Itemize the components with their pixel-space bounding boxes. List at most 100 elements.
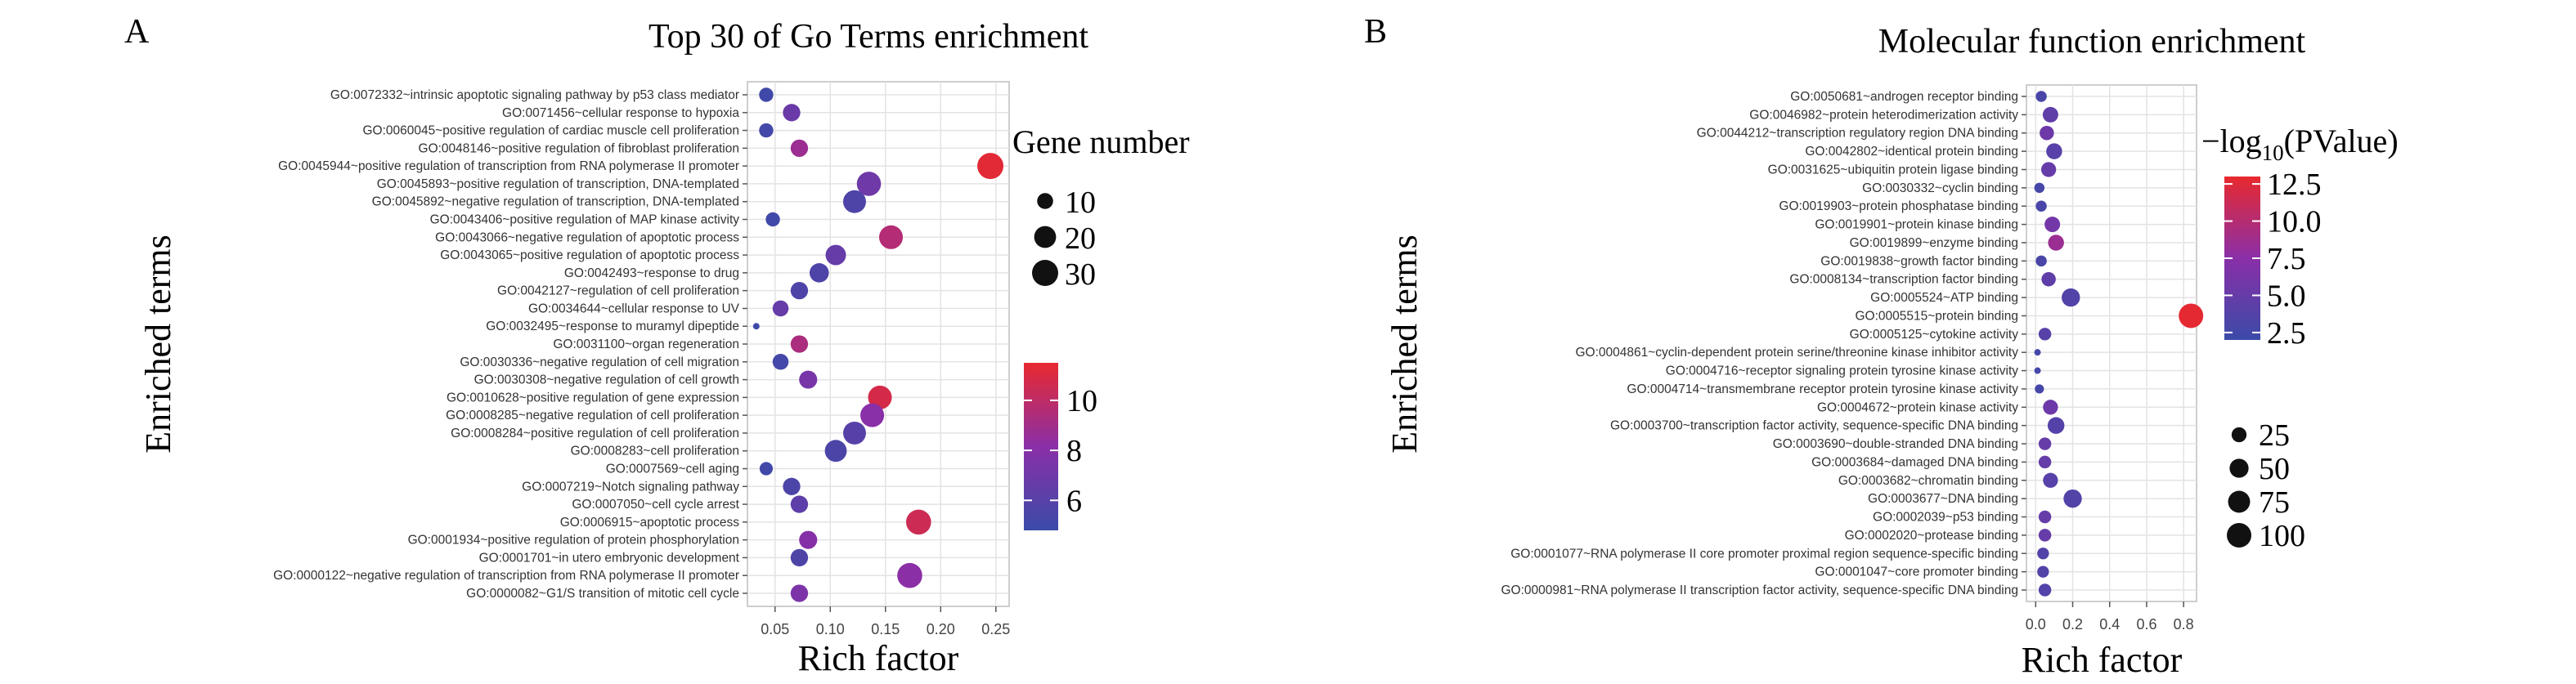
- term-label: GO:0007219~Notch signaling pathway: [522, 480, 739, 494]
- data-point: [2035, 200, 2047, 212]
- term-label: GO:0005515~protein binding: [1855, 309, 2018, 323]
- term-label: GO:0046982~protein heterodimerization ac…: [1749, 108, 2018, 122]
- data-point: [2038, 529, 2052, 542]
- term-labels-a: GO:0072332~intrinsic apoptotic signaling…: [273, 88, 747, 601]
- data-point: [824, 440, 847, 463]
- data-point: [879, 225, 904, 249]
- data-point: [2034, 367, 2041, 374]
- data-point: [905, 509, 931, 535]
- term-label: GO:0030336~negative regulation of cell m…: [460, 355, 739, 369]
- data-points-b: [2034, 91, 2204, 597]
- colorbar-label: 5.0: [2267, 279, 2306, 313]
- panel-label-a: A: [124, 13, 150, 51]
- data-point: [790, 281, 809, 300]
- panel-label-b: B: [1364, 13, 1387, 51]
- term-label: GO:0001701~in utero embryonic developmen…: [479, 551, 740, 565]
- chart-title-a: Top 30 of Go Terms enrichment: [648, 18, 1088, 56]
- data-point: [783, 104, 801, 122]
- term-label: GO:0031100~organ regeneration: [553, 338, 739, 351]
- term-label: GO:0004714~transmembrane receptor protei…: [1627, 382, 2018, 396]
- term-label: GO:0019901~protein kinase binding: [1815, 218, 2018, 232]
- data-point: [2035, 255, 2047, 267]
- data-point: [790, 139, 809, 158]
- size-legend-dot: [2228, 490, 2251, 513]
- data-point: [2043, 400, 2058, 415]
- data-point: [868, 385, 892, 409]
- term-label: GO:0019899~enzyme binding: [1850, 236, 2018, 250]
- data-point: [2038, 437, 2052, 450]
- size-legend-dot: [1034, 226, 1057, 248]
- term-label: GO:0072332~intrinsic apoptotic signaling…: [330, 88, 739, 102]
- term-label: GO:0043406~positive regulation of MAP ki…: [430, 213, 740, 227]
- panel-b: B Molecular function enrichment GO:00506…: [1364, 13, 2399, 680]
- plot-frame-b: [2026, 84, 2197, 602]
- data-point: [2035, 384, 2044, 394]
- term-label: GO:0000082~G1/S transition of mitotic ce…: [466, 587, 739, 601]
- x-tick-label: 0.20: [927, 621, 955, 637]
- size-legend-label: 25: [2259, 418, 2290, 453]
- x-tick-label: 0.10: [816, 621, 845, 637]
- colorbar-label: 10.0: [2267, 205, 2322, 239]
- x-tick-label: 0.2: [2062, 616, 2083, 633]
- color-legend-title-b: −log10(PValue): [2201, 123, 2399, 165]
- term-label: GO:0060045~positive regulation of cardia…: [362, 124, 739, 138]
- x-tick-label: 0.4: [2099, 616, 2120, 633]
- x-tick-label: 0.05: [761, 621, 789, 637]
- data-point: [2040, 162, 2057, 177]
- colorbar-label: 8: [1066, 434, 1082, 468]
- size-legend-label: 75: [2259, 485, 2290, 520]
- size-legend-label: 50: [2259, 452, 2290, 486]
- data-point: [977, 153, 1004, 180]
- term-label: GO:0042493~response to drug: [564, 266, 739, 280]
- data-point: [897, 562, 922, 588]
- data-points-a: [752, 87, 1004, 602]
- term-label: GO:0001077~RNA polymerase II core promot…: [1510, 547, 2018, 561]
- term-label: GO:0003684~damaged DNA binding: [1811, 455, 2018, 469]
- x-axis-label-a: Rich factor: [798, 638, 959, 678]
- x-tick-label: 0.8: [2174, 616, 2194, 633]
- term-label: GO:0003682~chromatin binding: [1838, 474, 2018, 488]
- term-label: GO:0019903~protein phosphatase binding: [1779, 199, 2018, 213]
- data-point: [2046, 143, 2062, 159]
- data-point: [2047, 417, 2065, 434]
- size-legend-dot: [2229, 458, 2249, 478]
- data-point: [809, 263, 829, 283]
- size-legend-label: 100: [2259, 519, 2305, 553]
- data-point: [2179, 303, 2204, 329]
- data-point: [759, 123, 774, 138]
- color-legend-b: −log10(PValue) 2.55.07.510.012.5: [2201, 123, 2399, 351]
- term-label: GO:0043066~negative regulation of apopto…: [435, 230, 739, 244]
- term-label: GO:0031625~ubiquitin protein ligase bind…: [1768, 163, 2018, 177]
- panel-a: A Top 30 of Go Terms enrichment GO:00723…: [124, 13, 1190, 678]
- size-legend-title-a: Gene number: [1012, 123, 1190, 160]
- data-point: [2034, 182, 2045, 194]
- data-point: [2044, 217, 2061, 233]
- data-point: [2035, 91, 2047, 102]
- colorbar-a: [1024, 363, 1058, 530]
- term-label: GO:0002020~protease binding: [1845, 529, 2018, 543]
- x-tick-label: 0.15: [871, 621, 900, 637]
- x-tick-label: 0.0: [2026, 616, 2046, 633]
- colorbar-label: 6: [1066, 484, 1082, 518]
- term-label: GO:0045892~negative regulation of transc…: [372, 195, 739, 209]
- x-ticks-b: 0.0 0.2 0.4 0.6 0.8: [2026, 601, 2194, 633]
- colorbar-label: 10: [1066, 384, 1097, 418]
- colorbar-label: 7.5: [2267, 242, 2306, 276]
- data-point: [2062, 288, 2080, 307]
- size-legend-dot: [1032, 260, 1058, 286]
- data-point: [790, 335, 809, 353]
- term-label: GO:0002039~p53 binding: [1873, 511, 2018, 525]
- term-label: GO:0003677~DNA binding: [1868, 492, 2018, 506]
- term-label: GO:0042802~identical protein binding: [1805, 145, 2018, 159]
- term-label: GO:0010628~positive regulation of gene e…: [447, 391, 739, 405]
- term-label: GO:0005524~ATP binding: [1870, 291, 2018, 305]
- y-axis-label-a: Enriched terms: [138, 235, 178, 454]
- term-label: GO:0007050~cell cycle arrest: [572, 498, 739, 512]
- data-point: [752, 323, 760, 330]
- x-axis-label-b: Rich factor: [2022, 640, 2183, 680]
- term-label: GO:0005125~cytokine activity: [1850, 328, 2019, 342]
- data-point: [765, 212, 780, 227]
- data-point: [2037, 566, 2049, 578]
